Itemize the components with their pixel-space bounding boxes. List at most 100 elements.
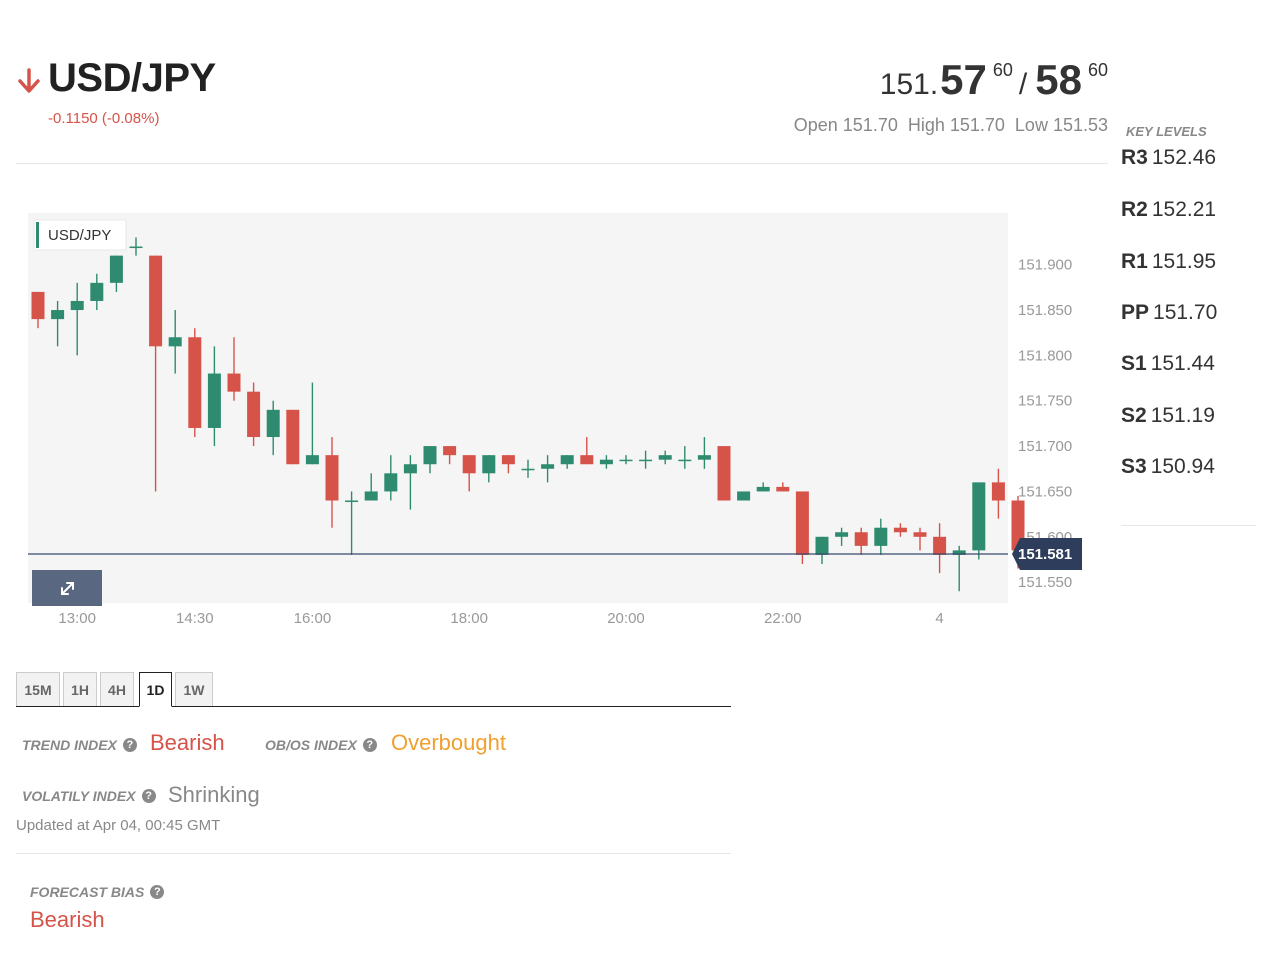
key-levels-title: KEY LEVELS: [1126, 124, 1207, 139]
question-circle-icon[interactable]: ?: [150, 885, 165, 899]
key-level-name: S2: [1121, 404, 1147, 427]
obos-index-text: OB/OS INDEX: [265, 737, 357, 753]
candle-body: [31, 291, 45, 320]
price-tag-value: 151.581: [1018, 546, 1072, 563]
key-level-name: R3: [1121, 146, 1148, 169]
candle-body: [482, 455, 496, 474]
question-circle-icon[interactable]: ?: [141, 789, 156, 803]
tab-1w[interactable]: 1W: [175, 672, 213, 706]
x-tick-label: 13:00: [58, 610, 96, 627]
candle: [599, 455, 613, 469]
quote-separator: /: [1018, 68, 1028, 101]
candle: [541, 455, 555, 483]
legend-box: [33, 219, 127, 251]
y-tick-label: 151.550: [1018, 574, 1072, 591]
candle: [991, 468, 1005, 519]
candle: [90, 273, 104, 311]
chart-legend: USD/JPY: [33, 219, 127, 251]
candle: [247, 382, 261, 447]
candle-body: [325, 455, 339, 501]
candle: [325, 437, 339, 528]
candle-body: [874, 527, 888, 546]
question-circle-icon[interactable]: ?: [122, 738, 137, 752]
candlestick-chart[interactable]: 151.900 151.850 151.800 151.750 151.700 151.6…: [28, 213, 1088, 633]
y-tick-label: 151.650: [1018, 483, 1072, 500]
tab-1d[interactable]: 1D: [139, 672, 172, 707]
obos-index-value: Overbought: [391, 730, 506, 755]
candle-body: [717, 446, 731, 501]
candle: [207, 346, 221, 447]
candle-body: [423, 446, 437, 465]
tab-15m[interactable]: 15M: [16, 672, 60, 706]
candle: [560, 455, 574, 469]
candle-body: [286, 409, 300, 465]
key-level-s2: S2 151.19: [1121, 404, 1215, 428]
ask-pips: 58: [1035, 56, 1082, 103]
key-levels-panel: KEY LEVELS R3 152.46 R2 152.21 R1 151.95 PP…: [1121, 120, 1256, 526]
candle-body: [913, 532, 927, 537]
legend-marker: [36, 222, 39, 248]
bid-fraction: 60: [992, 60, 1013, 80]
updated-timestamp: Updated at Apr 04, 00:45 GMT: [16, 817, 221, 834]
candle-body: [90, 282, 104, 301]
candle-body: [70, 300, 84, 311]
key-level-r2: R2 152.21: [1121, 198, 1216, 222]
candle: [129, 237, 143, 256]
key-level-value: 152.46: [1151, 146, 1217, 169]
candle-body: [639, 459, 653, 462]
candle-body: [1011, 500, 1025, 551]
candle: [658, 450, 672, 465]
tab-4h[interactable]: 4H: [100, 672, 134, 706]
section-divider: [16, 853, 731, 854]
obos-index-label: OB/OS INDEX?: [265, 737, 377, 753]
candle: [149, 255, 163, 492]
candle-body: [893, 527, 907, 533]
candle: [972, 482, 986, 560]
question-circle-icon[interactable]: ?: [362, 738, 377, 752]
legend-label: USD/JPY: [48, 227, 111, 244]
key-level-name: R2: [1121, 198, 1148, 221]
candle: [345, 491, 359, 555]
candle-body: [952, 550, 966, 555]
price-chart[interactable]: 151.900 151.850 151.800 151.750 151.700 151.6…: [28, 213, 1088, 633]
candle-body: [756, 486, 770, 492]
low-value: Low 151.53: [1014, 115, 1108, 135]
candle: [619, 455, 633, 465]
candle: [384, 455, 398, 501]
expand-button[interactable]: [32, 570, 102, 606]
bid-integer: 151.: [879, 68, 939, 101]
candle: [697, 437, 711, 469]
candle-body: [580, 455, 594, 465]
y-tick-label: 151.900: [1018, 257, 1072, 274]
y-tick-label: 151.750: [1018, 393, 1072, 410]
candle: [678, 446, 692, 469]
candle-body: [991, 482, 1005, 501]
arrow-down-icon: [18, 68, 40, 93]
key-level-value: 151.44: [1150, 352, 1215, 375]
tab-1h[interactable]: 1H: [63, 672, 97, 706]
candle: [462, 455, 476, 492]
volatility-index-label: VOLATILY INDEX?: [22, 788, 156, 804]
candle-body: [697, 455, 711, 460]
candle-body: [795, 491, 809, 555]
candle: [286, 409, 300, 465]
expand-icon: [61, 582, 74, 595]
candle: [933, 523, 947, 574]
key-level-value: 151.70: [1153, 301, 1218, 324]
candle: [874, 518, 888, 555]
candle: [717, 446, 731, 501]
candle-body: [815, 536, 829, 555]
candle: [756, 482, 770, 492]
key-level-pp: PP 151.70: [1121, 301, 1217, 325]
bid-ask-quote: 151.57 60/58 60: [880, 56, 1108, 106]
candle-body: [933, 536, 947, 555]
key-level-name: S1: [1121, 352, 1147, 375]
key-level-r3: R3 152.46: [1121, 146, 1216, 170]
candle-body: [462, 455, 476, 474]
x-tick-label: 22:00: [764, 610, 802, 627]
candle-body: [560, 455, 574, 465]
candle: [776, 482, 790, 492]
current-price-tag: 151.581: [1012, 538, 1082, 571]
candle: [835, 527, 849, 546]
bid-pips: 57: [940, 56, 987, 103]
